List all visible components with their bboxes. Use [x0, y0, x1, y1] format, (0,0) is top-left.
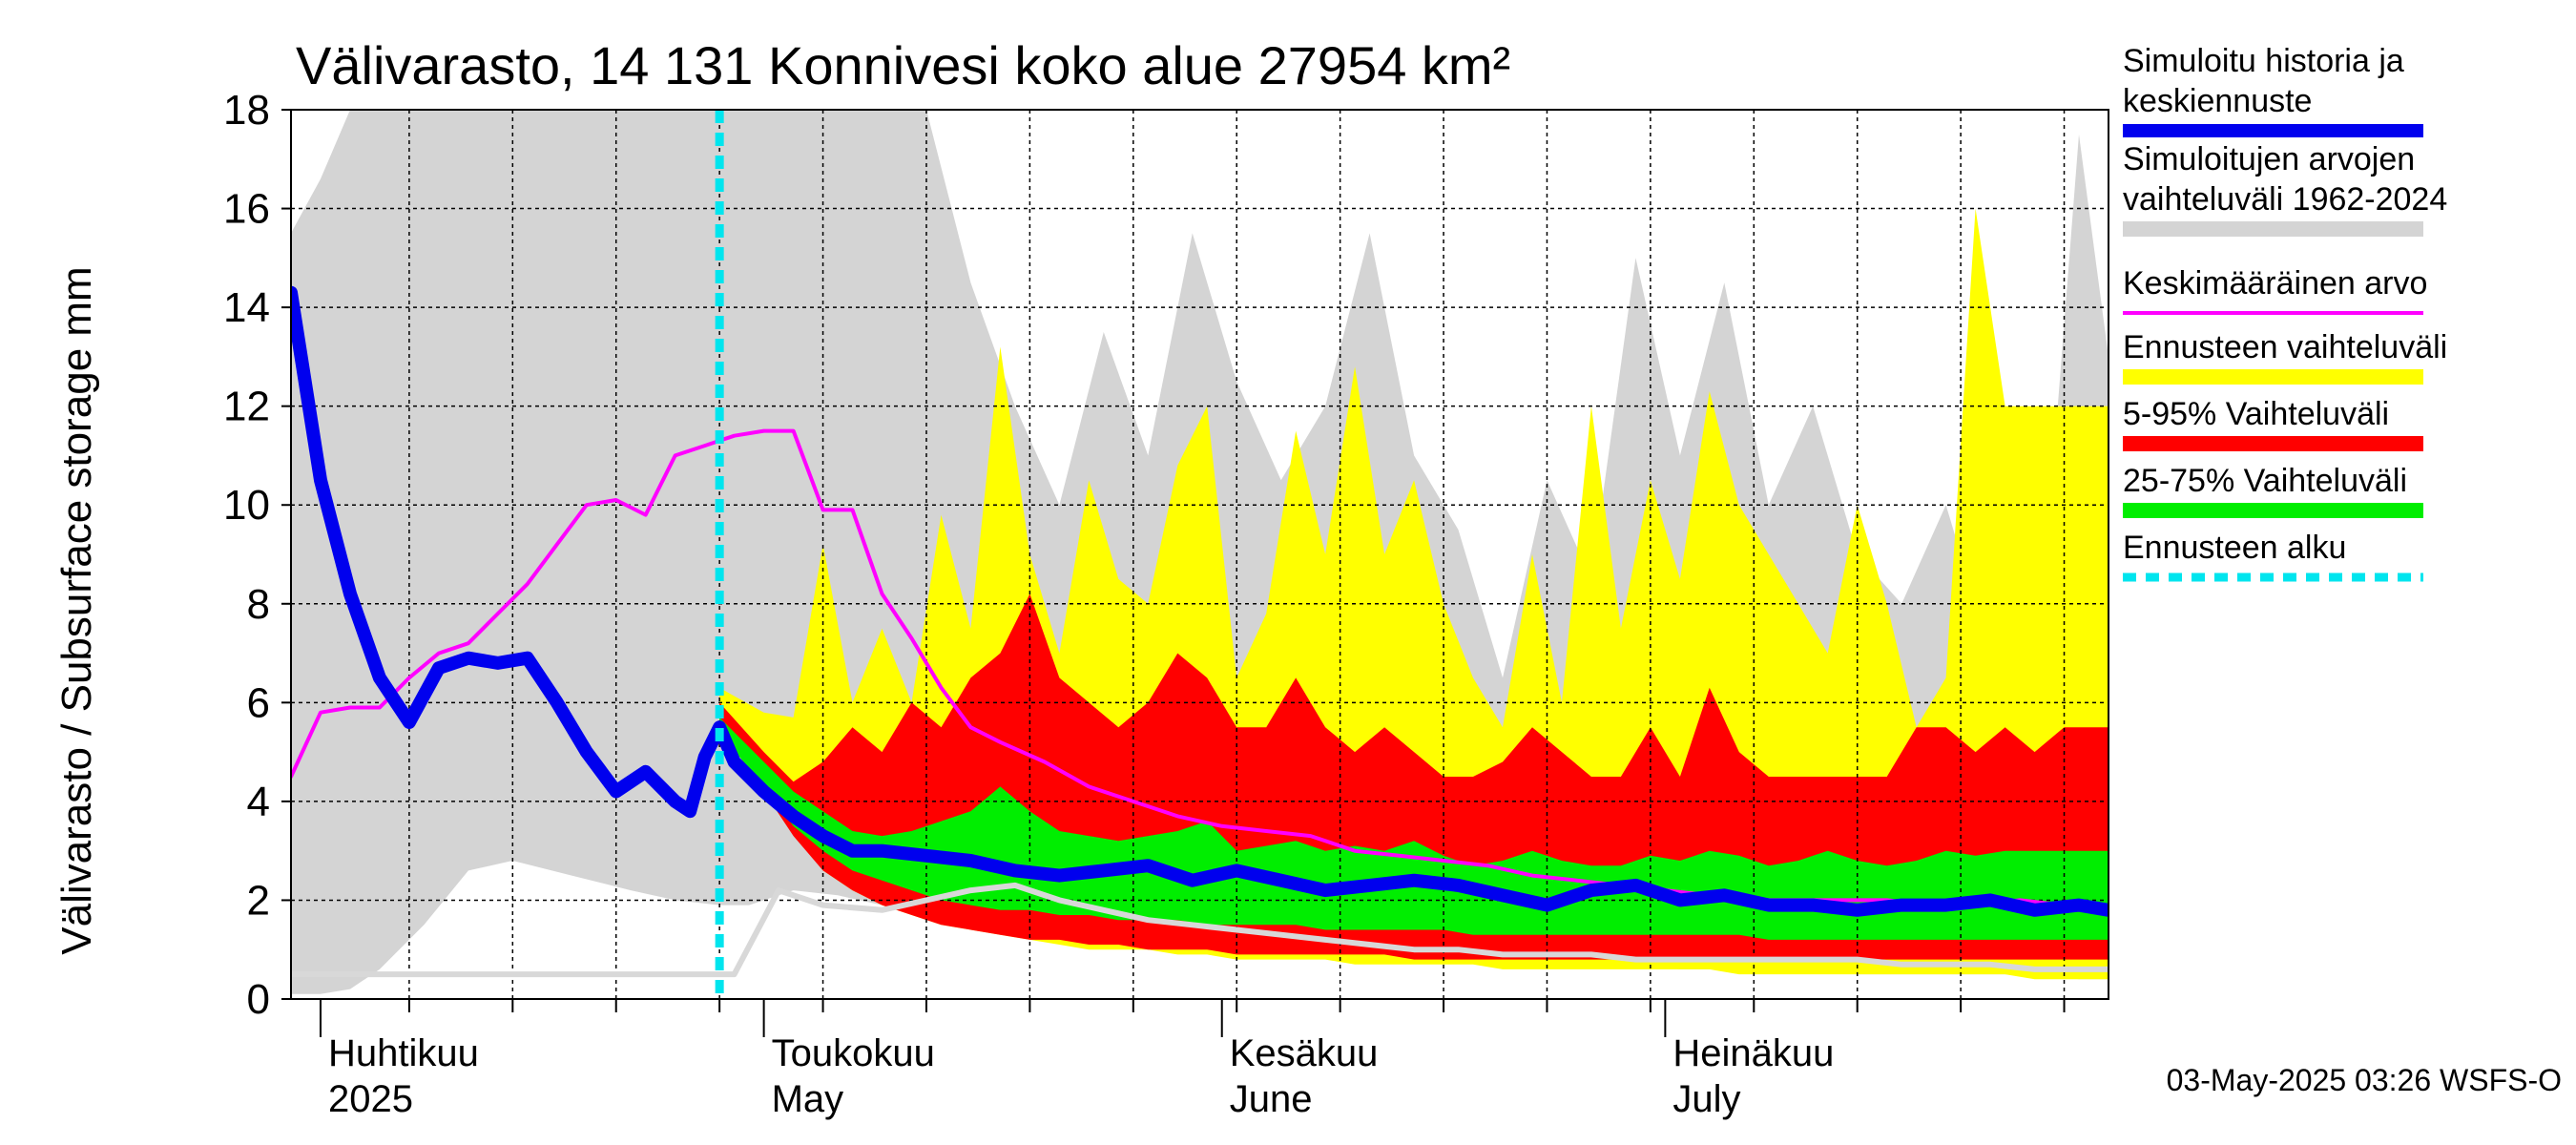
y-tick-label: 4	[247, 779, 270, 825]
x-month-label-en: May	[772, 1078, 844, 1120]
y-axis-label: Välivarasto / Subsurface storage mm	[53, 266, 100, 954]
grid-layer	[291, 110, 2109, 999]
legend-label: Simuloitujen arvojen	[2123, 141, 2415, 177]
legend-label: Ennusteen vaihteluväli	[2123, 329, 2447, 365]
x-month-label-en: June	[1230, 1078, 1313, 1120]
legend-label: Keskimääräinen arvo	[2123, 265, 2427, 302]
y-tick-label: 18	[223, 87, 270, 134]
simulated-line	[291, 285, 2109, 917]
y-tick-label: 10	[223, 482, 270, 529]
legend-label: 5-95% Vaihteluväli	[2123, 396, 2389, 432]
footer-timestamp: 03-May-2025 03:26 WSFS-O	[2167, 1063, 2562, 1097]
legend-label: Ennusteen alku	[2123, 530, 2346, 566]
legend: Simuloitu historia ja keskiennuste Simuloi…	[2123, 43, 2447, 582]
legend-label: Simuloitu historia ja	[2123, 43, 2404, 79]
y-tick-label: 12	[223, 384, 270, 430]
p25-75-band	[719, 717, 2109, 940]
y-tick-label: 2	[247, 877, 270, 924]
legend-label: keskiennuste	[2123, 83, 2312, 119]
y-tick-label: 6	[247, 679, 270, 726]
legend-label: vaihteluväli 1962-2024	[2123, 181, 2447, 218]
x-month-label-en: 2025	[328, 1078, 413, 1120]
y-tick-label: 14	[223, 284, 270, 331]
lines-layer	[291, 110, 2109, 999]
x-month-label-fi: Toukokuu	[772, 1032, 935, 1074]
legend-label: 25-75% Vaihteluväli	[2123, 463, 2407, 499]
y-tick-label: 0	[247, 976, 270, 1023]
median-line	[291, 882, 2109, 978]
x-month-label-fi: Heinäkuu	[1672, 1032, 1834, 1074]
x-month-label-fi: Huhtikuu	[328, 1032, 479, 1074]
y-tick-label: 16	[223, 186, 270, 233]
chart-title: Välivarasto, 14 131 Konnivesi koko alue …	[296, 35, 1510, 95]
x-month-label-fi: Kesäkuu	[1230, 1032, 1379, 1074]
plot-frame	[290, 109, 2109, 1000]
y-tick-label: 8	[247, 581, 270, 628]
x-month-label-en: July	[1672, 1078, 1740, 1120]
